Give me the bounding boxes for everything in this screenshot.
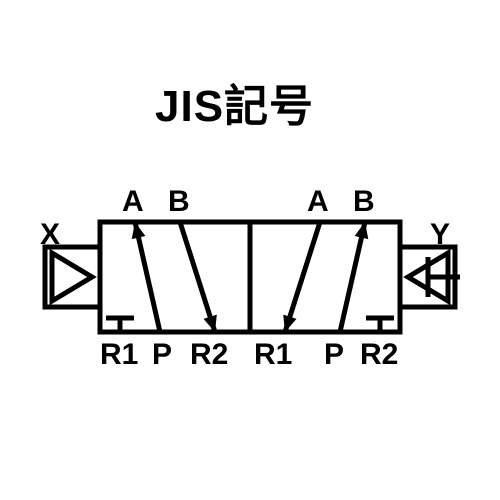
valve-symbol-svg — [0, 0, 500, 500]
label-x: X — [40, 218, 60, 252]
label-y: Y — [430, 218, 450, 252]
diagram-container: JIS記号 XYABABR1PR2R1PR2 — [0, 0, 500, 500]
label-r1-right: R1 — [254, 338, 292, 372]
label-a-right: A — [307, 185, 329, 219]
label-p-right: P — [324, 338, 344, 372]
label-b-right: B — [353, 185, 375, 219]
label-a-left: A — [122, 185, 144, 219]
label-r2-left: R2 — [190, 338, 228, 372]
label-b-left: B — [168, 185, 190, 219]
label-p-left: P — [152, 338, 172, 372]
label-r1-left: R1 — [100, 338, 138, 372]
label-r2-right: R2 — [360, 338, 398, 372]
